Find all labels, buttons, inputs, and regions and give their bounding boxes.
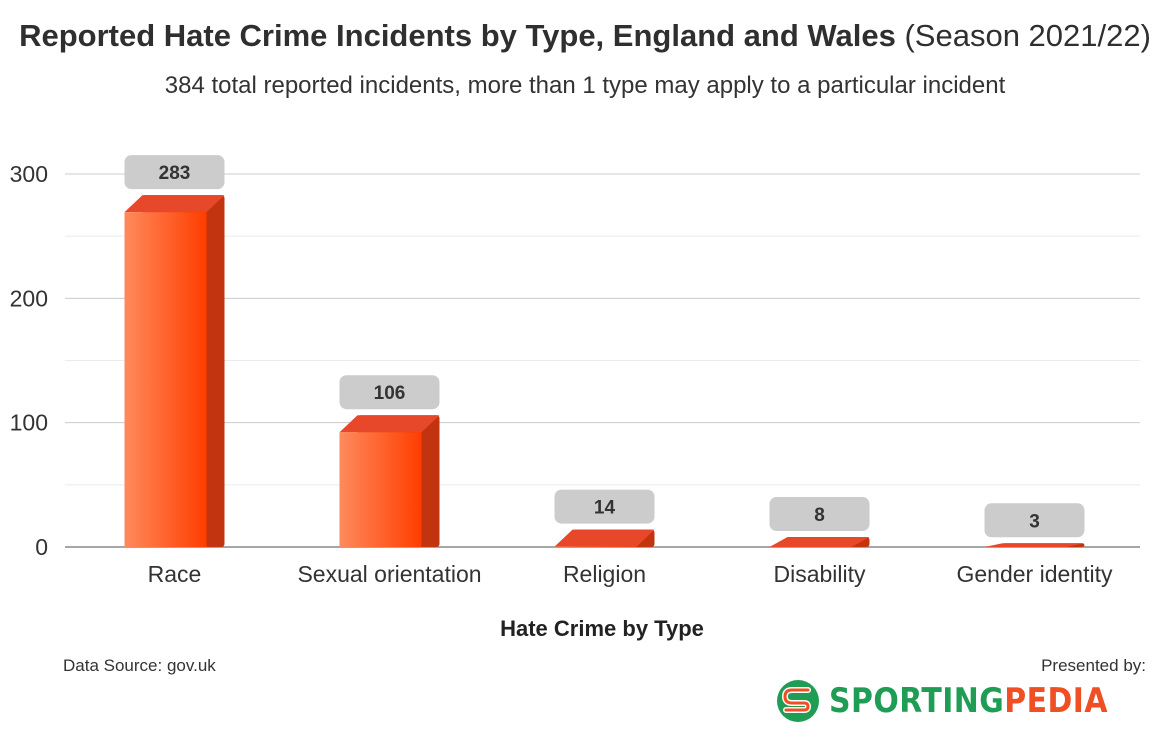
x-tick-label: Sexual orientation	[297, 561, 481, 587]
presented-by-label: Presented by:	[1041, 656, 1146, 675]
title-main: Reported Hate Crime Incidents by Type, E…	[19, 18, 896, 53]
x-tick-label: Religion	[563, 561, 646, 587]
brand-part-sporting: SPORTING	[828, 681, 1005, 721]
bar-front	[124, 212, 207, 548]
data-label: 8	[814, 505, 825, 526]
sportingpedia-s-icon	[776, 680, 819, 722]
bar-top	[554, 529, 655, 547]
data-label-badge	[984, 503, 1085, 538]
brand-name: SPORTINGPEDIA	[829, 681, 1108, 721]
data-label: 14	[594, 498, 616, 519]
bar-top	[984, 543, 1085, 547]
y-tick-label: 200	[10, 285, 48, 311]
y-tick-label: 300	[10, 161, 48, 187]
bar	[124, 195, 225, 548]
x-tick-label: Gender identity	[957, 561, 1113, 587]
bar-top	[124, 195, 225, 213]
data-label-badge	[554, 489, 655, 524]
x-tick-label: Disability	[773, 561, 866, 587]
title-season: (Season 2021/22)	[904, 18, 1151, 53]
data-label: 283	[159, 163, 191, 184]
bar	[554, 529, 655, 547]
data-label-badge	[769, 497, 870, 532]
data-source: Data Source: gov.uk	[63, 656, 216, 675]
x-axis-label: Hate Crime by Type	[500, 616, 704, 641]
chart-title: Reported Hate Crime Incidents by Type, E…	[0, 18, 1170, 54]
bars	[124, 195, 1085, 548]
bar-chart: 0 100 200 300 283 Race 106 Sexual orientation 1…	[10, 155, 1140, 641]
data-label-badge	[124, 155, 225, 190]
data-labels: 283 Race 106 Sexual orientation 14 Religion 8 D…	[124, 155, 1113, 587]
bar-front	[339, 432, 422, 547]
data-label: 106	[374, 383, 406, 404]
brand-logo[interactable]: SPORTINGPEDIA	[775, 678, 1146, 724]
brand-part-pedia: PEDIA	[1004, 681, 1108, 721]
bar-top	[339, 415, 440, 433]
y-tick-label: 100	[10, 410, 48, 436]
bar	[984, 543, 1085, 547]
data-label: 3	[1029, 511, 1040, 532]
bar	[339, 415, 440, 547]
data-label-badge	[339, 375, 440, 410]
bar-top	[769, 537, 870, 547]
y-tick-label: 0	[35, 534, 48, 560]
bar	[769, 537, 870, 547]
x-tick-label: Race	[148, 561, 202, 587]
chart-subtitle: 384 total reported incidents, more than …	[164, 72, 1006, 99]
